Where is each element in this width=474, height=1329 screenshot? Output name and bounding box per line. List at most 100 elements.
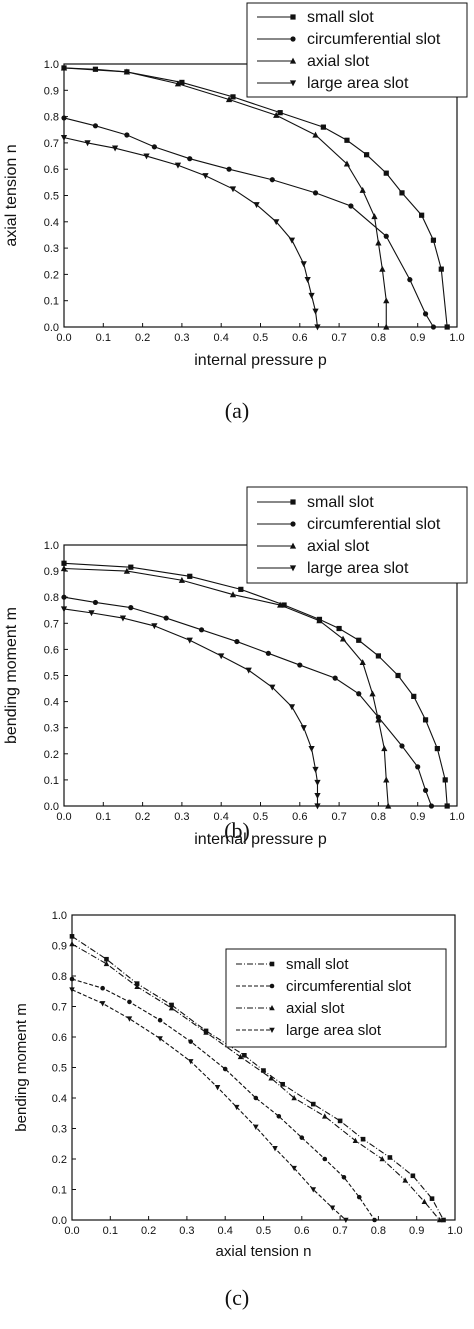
data-point-square-b [444, 803, 450, 809]
y-axis-label-a: axial tension n [3, 144, 20, 246]
caption-c: (c) [224, 1285, 250, 1310]
data-point-square-b [336, 625, 342, 632]
x-tick-label-c: 0.7 [332, 1225, 347, 1237]
series-circle-c [69, 976, 377, 1223]
legend-marker-circle-b [290, 521, 296, 527]
x-tick-label-c: 1.0 [447, 1225, 462, 1237]
x-tick-label-a: 1.0 [449, 332, 464, 344]
data-point-triangle-down-b [88, 610, 95, 617]
data-point-triangle-up-c [168, 1005, 175, 1011]
data-point-square-c [387, 1155, 393, 1160]
data-point-triangle-down-b [60, 606, 68, 613]
data-point-circle-b [92, 599, 99, 606]
data-point-triangle-up-b [369, 690, 376, 697]
data-point-square-a [230, 94, 236, 100]
y-tick-label-b: 1.0 [44, 540, 59, 552]
data-point-triangle-up-a [60, 64, 68, 71]
x-tick-label-b: 1.0 [449, 811, 464, 823]
x-axis-label-a: internal pressure p [194, 352, 327, 369]
data-point-square-a [364, 152, 370, 158]
y-tick-label-c: 0.8 [52, 971, 67, 983]
data-point-circle-c [372, 1217, 377, 1223]
legend-c: small slot circumferential slot axial slot… [225, 948, 447, 1048]
data-point-square-a [179, 79, 185, 86]
data-point-triangle-down-c [291, 1165, 297, 1172]
x-axis-label-c: axial tension n [216, 1243, 312, 1260]
data-point-triangle-up-c [268, 1075, 274, 1081]
x-tick-label-c: 0.3 [179, 1225, 194, 1237]
series-square-a [61, 65, 450, 330]
x-tick-label-a: 0.0 [56, 332, 71, 344]
data-point-triangle-down-b [312, 766, 319, 773]
y-axis-label-b: bending moment m [3, 607, 20, 744]
data-point-circle-a [151, 144, 157, 150]
data-point-triangle-down-a [84, 140, 91, 147]
x-tick-label-c: 0.1 [103, 1225, 118, 1237]
data-point-square-a [92, 66, 99, 72]
data-point-triangle-up-b [316, 617, 323, 624]
series-line-a [63, 137, 319, 328]
data-point-square-b [61, 560, 67, 566]
data-point-triangle-up-b [178, 576, 186, 583]
x-tick-label-a: 0.4 [214, 332, 229, 344]
x-tick-label-b: 0.4 [214, 811, 229, 823]
series-triangle-down-c [69, 987, 349, 1223]
data-point-triangle-down-c [126, 1016, 133, 1022]
legend-marker-triangle-up-b [289, 542, 297, 549]
x-tick-label-b: 0.1 [96, 811, 111, 823]
data-point-circle-c [100, 985, 105, 991]
legend-marker-triangle-down-b [289, 565, 297, 572]
x-tick-label-b: 0.2 [135, 811, 150, 823]
data-point-triangle-down-c [343, 1217, 349, 1223]
data-point-triangle-up-a [383, 323, 390, 330]
legend-label-c: circumferential slot [286, 978, 412, 995]
data-point-triangle-up-a [375, 239, 382, 246]
data-point-circle-c [253, 1095, 259, 1101]
series-circle-b [61, 594, 435, 809]
data-point-circle-b [415, 764, 421, 770]
legend-box-c [225, 948, 447, 1048]
series-line-a [63, 67, 448, 328]
legend-box-a [246, 2, 468, 98]
data-point-triangle-down-b [288, 704, 296, 711]
y-tick-label-b: 0.3 [44, 723, 59, 735]
data-point-triangle-up-b [60, 565, 68, 572]
data-point-triangle-down-b [308, 745, 315, 752]
data-point-triangle-down-b [245, 667, 252, 674]
y-axis-label-c: bending moment m [13, 1003, 30, 1131]
data-point-square-c [429, 1196, 435, 1201]
legend-box-b [246, 486, 468, 584]
data-point-circle-b [399, 743, 405, 749]
data-point-circle-a [407, 277, 413, 283]
data-point-triangle-down-c [157, 1036, 163, 1042]
data-point-circle-b [163, 615, 169, 621]
data-point-circle-c [276, 1114, 282, 1119]
data-point-triangle-up-c [379, 1156, 385, 1162]
data-point-circle-c [222, 1066, 228, 1072]
legend-label-b: axial slot [307, 538, 370, 555]
data-point-square-a [344, 137, 350, 143]
data-point-square-c [360, 1136, 366, 1142]
series-triangle-up-c [69, 940, 443, 1223]
data-point-square-b [422, 717, 429, 723]
data-point-triangle-up-b [385, 802, 392, 809]
y-tick-label-a: 0.9 [44, 85, 59, 97]
x-tick-label-c: 0.2 [141, 1225, 156, 1237]
series-line-a [63, 67, 387, 327]
data-point-triangle-down-c [187, 1059, 194, 1065]
y-tick-label-b: 0.2 [44, 749, 59, 761]
chart-panel-a: 0.0 0.1 0.2 0.3 0.4 0.5 0.6 0.7 0.8 0.9 1.0 0.0 0.1 0… [0, 0, 474, 440]
y-tick-label-c: 0.6 [52, 1032, 67, 1044]
data-point-triangle-up-b [277, 601, 284, 608]
y-tick-label-b: 0.9 [44, 566, 59, 578]
x-tick-label-b: 0.5 [253, 811, 268, 823]
series-circle-a [61, 115, 437, 330]
data-point-circle-c [157, 1017, 163, 1023]
chart-a: 0.0 0.1 0.2 0.3 0.4 0.5 0.6 0.7 0.8 0.9 1.0 0.0 0.1 0… [3, 2, 468, 369]
legend-marker-circle-a [290, 36, 296, 42]
data-point-circle-b [61, 594, 67, 600]
data-point-circle-c [127, 999, 132, 1005]
data-point-square-c [169, 1002, 174, 1008]
data-point-square-c [104, 956, 109, 962]
chart-b: 0.0 0.1 0.2 0.3 0.4 0.5 0.6 0.7 0.8 0.9 1.0 0.0 0.1 0… [3, 486, 468, 848]
